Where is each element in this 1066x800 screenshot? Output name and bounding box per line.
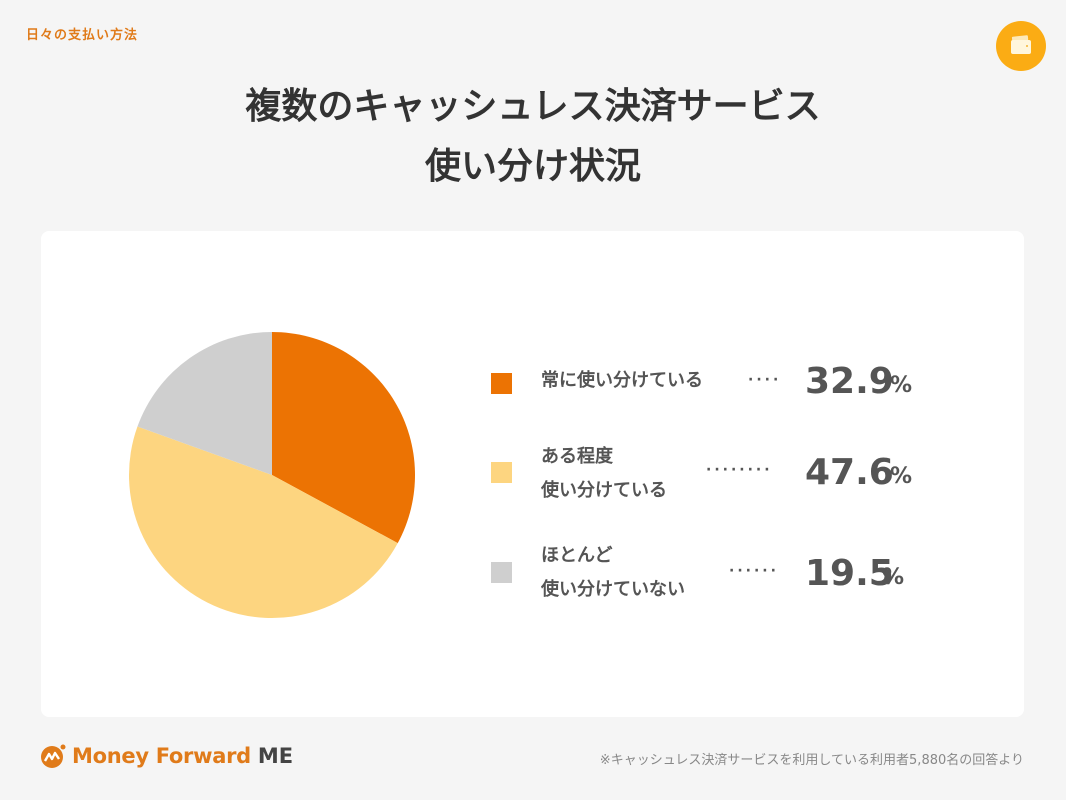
pie-slice-rarely <box>137 332 272 475</box>
logo-brand: Money Forward <box>72 744 251 768</box>
legend-value: 47.6 <box>805 452 894 493</box>
legend-label: 常に使い分けている <box>541 370 703 391</box>
title-line-1: 複数のキャッシュレス決済サービス <box>245 86 821 127</box>
logo-suffix: ME <box>257 744 294 768</box>
legend-swatch-always <box>491 373 512 394</box>
pie-slice-somewhat <box>129 426 398 618</box>
legend-label-line-1: ほとんど <box>541 545 613 566</box>
legend-label-line-2: 使い分けている <box>541 480 667 501</box>
wallet-icon <box>996 21 1046 71</box>
money-forward-logo: Money Forward ME <box>40 743 293 769</box>
leader-dots: ···· <box>748 372 782 388</box>
title-line-2: 使い分け状況 <box>424 146 641 187</box>
leader-dots: ······ <box>729 563 779 579</box>
logo-mark-icon <box>41 744 66 768</box>
legend-unit: % <box>890 373 913 398</box>
legend-label-line-2: 使い分けていない <box>541 579 685 600</box>
legend-value: 32.9 <box>805 361 894 402</box>
page-title: 複数のキャッシュレス決済サービス 使い分け状況 <box>0 82 1066 192</box>
pie-chart <box>129 332 415 618</box>
legend-swatch-somewhat <box>491 462 512 483</box>
leader-dots: ········ <box>706 462 773 478</box>
legend-unit: % <box>890 464 913 489</box>
category-label: 日々の支払い方法 <box>26 28 139 43</box>
pie-slice-always <box>272 332 415 544</box>
footnote: ※キャッシュレス決済サービスを利用している利用者5,880名の回答より <box>599 753 1024 768</box>
legend-unit: % <box>882 565 905 590</box>
legend-swatch-rarely <box>491 562 512 583</box>
legend-label-line-1: ある程度 <box>541 446 613 467</box>
legend-value: 19.5 <box>805 553 894 594</box>
